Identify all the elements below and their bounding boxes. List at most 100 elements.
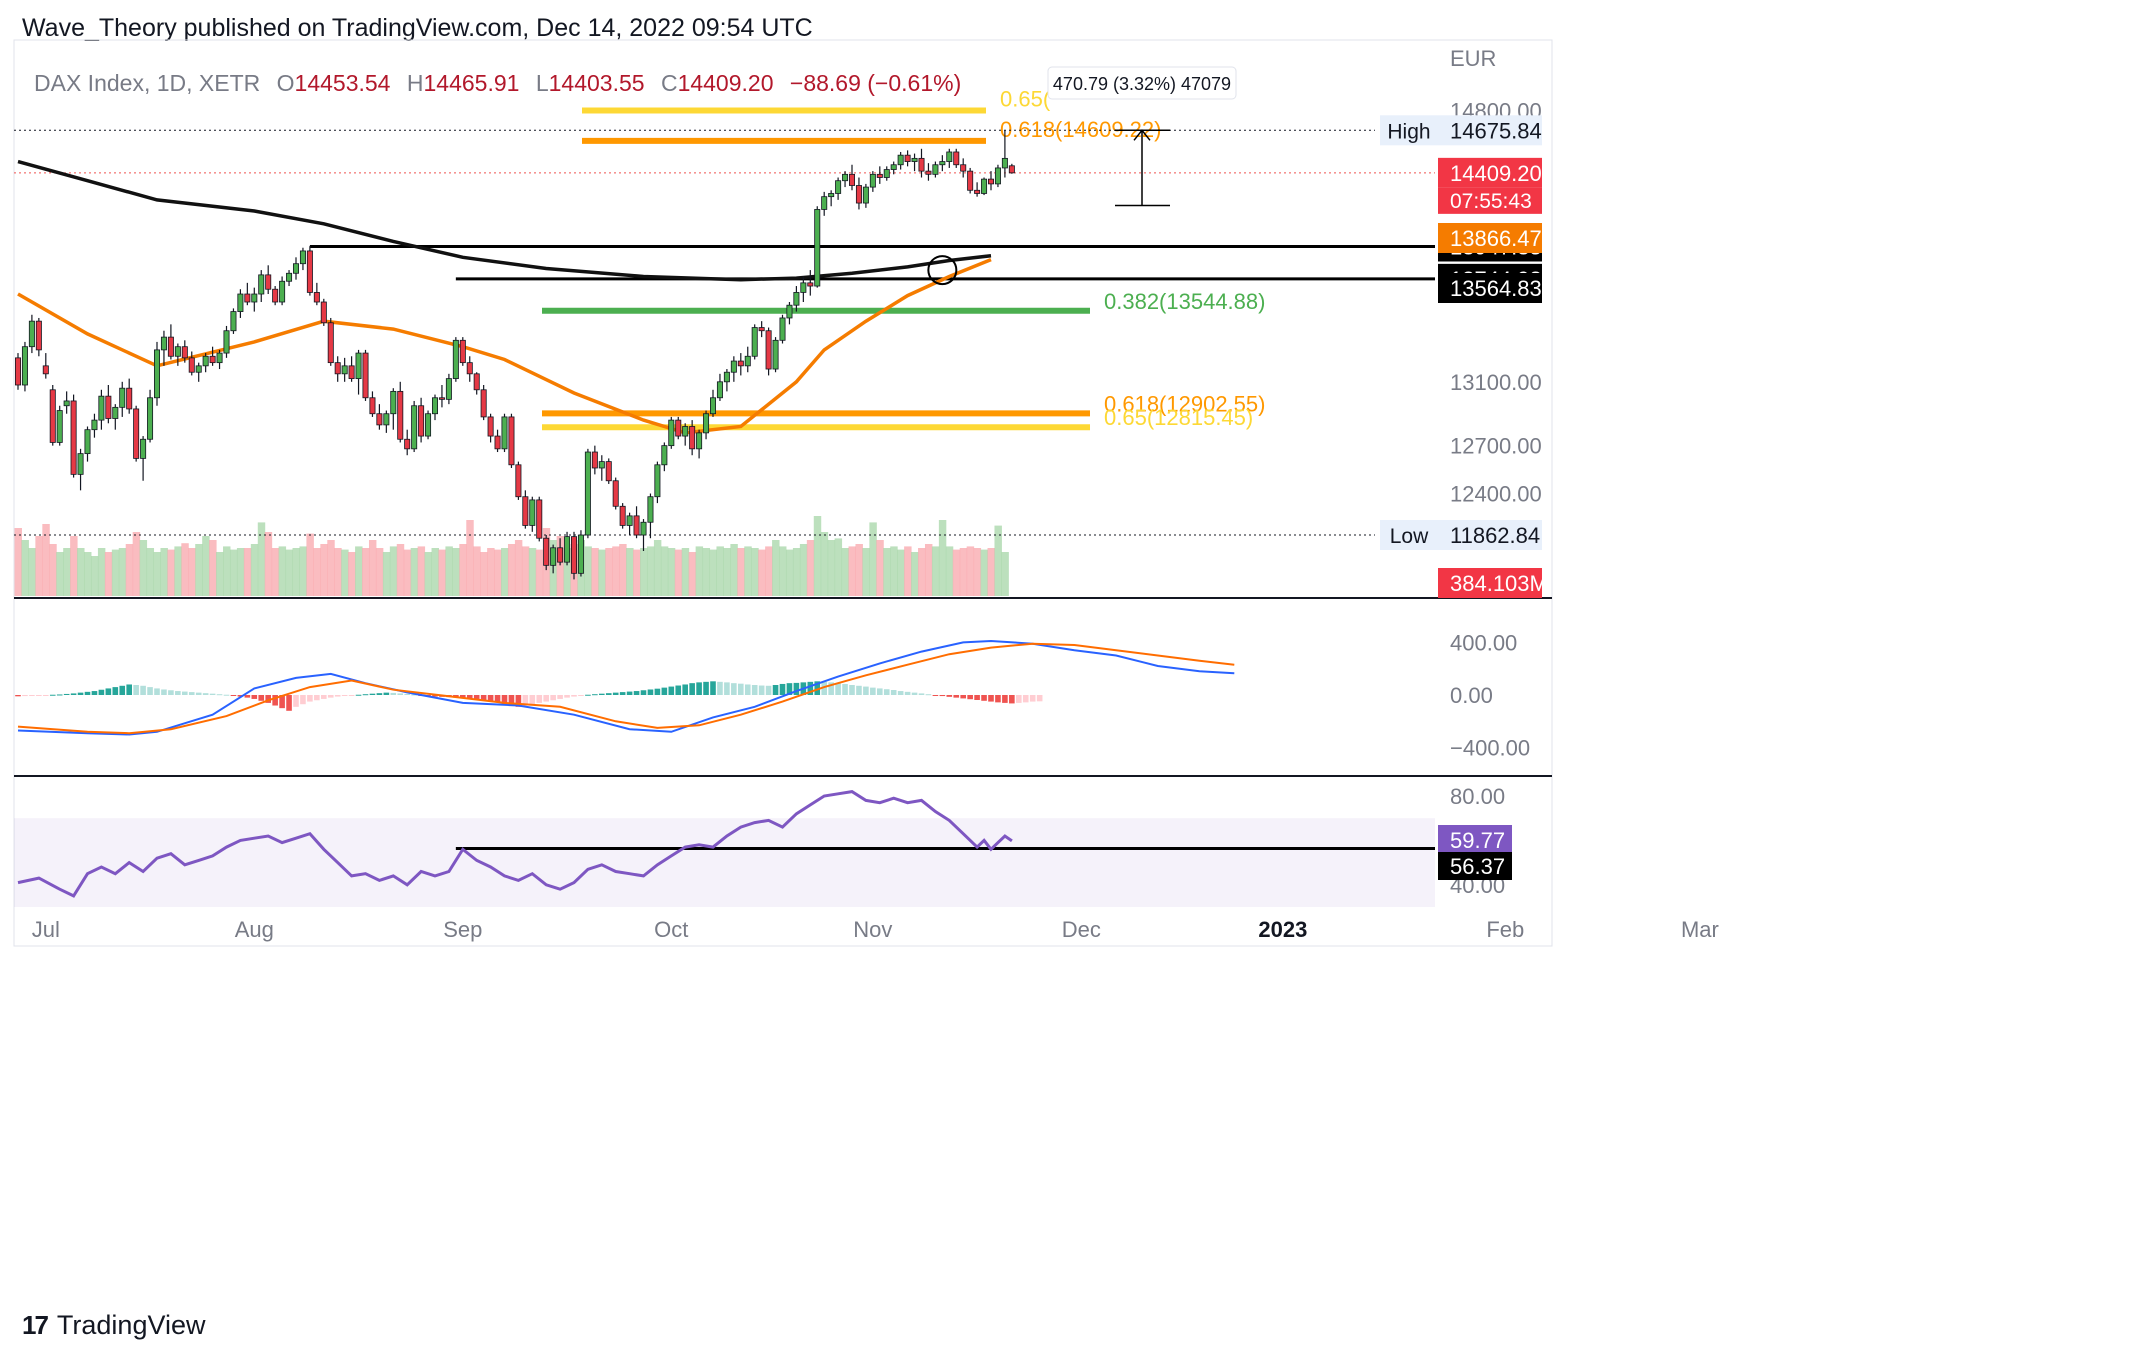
chart-frame [13,39,1553,947]
volume-bar [702,548,711,596]
candle-down [209,355,216,364]
macd-histogram-bar [675,685,682,695]
macd-histogram-bar [265,695,271,703]
volume-bar [355,546,363,596]
macd-histogram-bar [258,695,265,701]
candle-down [487,416,494,437]
high-value: 14675.84 [1450,118,1542,143]
macd-histogram-bar [168,690,174,695]
high-caption: High [1387,120,1430,143]
volume-bar [368,540,377,596]
high-tag[interactable]: High 14675.84 [1380,115,1542,146]
candle-down [70,400,77,475]
macd-histogram-bar [327,695,334,698]
measure-note-box[interactable] [1047,66,1237,100]
candle-up [703,413,710,434]
macd-histogram-bar [480,695,487,701]
candle-up [564,536,571,563]
macd-histogram-bar [654,688,661,695]
candle-up [299,250,306,265]
rsi-tag[interactable]: 59.77 [1438,825,1512,855]
low-tag[interactable]: Low 11862.84 [1380,520,1542,550]
low-caption: Low [1390,525,1429,548]
volume-bar [382,552,391,596]
symbol-title[interactable]: DAX Index, 1D, XETR [34,70,261,96]
rsi-line-tag[interactable]: 56.37 [1438,852,1512,880]
volume-bar [195,544,203,596]
tradingview-brand[interactable]: 17 TradingView [22,1310,206,1341]
volume-bar [862,548,870,596]
macd-histogram-bar [897,691,904,695]
candle-up [223,330,230,354]
volume-bar [535,549,544,596]
candle-up [501,416,508,450]
macd-histogram-bar [321,695,327,699]
volume-bar [785,549,794,596]
price-axis-tick: 12700.00 [1450,434,1542,459]
candle-up [237,293,244,312]
candle-down [438,397,445,400]
close-key: C [660,70,678,96]
time-axis-tick: Feb [1486,917,1524,942]
candle-up [911,157,918,162]
candle-down [188,357,195,373]
candle-up [28,320,35,348]
macd-histogram-bar [661,687,668,695]
volume-bar [445,546,453,596]
volume-bar [758,549,766,596]
ema-value: 13866.47 [1450,226,1542,251]
last-price-tag[interactable]: 14409.20 [1438,157,1542,188]
candle-up [835,180,842,194]
candle-up [862,186,869,204]
volume-bar [737,548,745,596]
volume-bar [229,549,238,596]
candle-up [84,429,91,455]
volume-bar [994,525,1002,596]
volume-bar [223,546,231,596]
candle-up [946,151,953,162]
macd-histogram-bar [362,694,369,696]
candle-down [904,154,911,162]
candle-up [828,193,835,198]
candle-down [522,496,529,526]
volume-bar [952,549,961,596]
volume-bar [375,548,384,596]
macd-line [17,639,1235,736]
lower-tag[interactable]: 13564.83 [1438,273,1542,303]
candle-up [723,371,730,383]
macd-histogram-bar [605,693,612,695]
volume-bar [605,548,613,596]
candle-down [591,451,598,469]
macd-histogram-bar [1029,695,1036,702]
volume-bar [28,548,36,596]
volume-bar [139,540,148,596]
candle-up [550,547,557,566]
candle-down [557,547,564,563]
candle-down [494,435,501,450]
candle-down [265,274,272,290]
macd-histogram-bar [355,694,362,696]
macd-histogram-bar [696,682,702,695]
volume-bar [202,536,210,596]
measure-arrow-icon [1133,129,1151,141]
macd-histogram-bar [751,684,758,695]
macd-histogram-bar [105,688,112,695]
volume-bar [883,548,891,596]
candle-down [960,164,967,172]
time-axis-tick: 2023 [1258,917,1307,942]
candle-up [890,164,897,170]
candle-down [619,505,626,526]
volume-tag[interactable]: 384.103M [1438,568,1548,598]
macd-histogram-bar [133,684,139,695]
macd-histogram-bar [856,685,862,695]
macd-histogram-bar [390,692,397,695]
macd-histogram-bar [765,685,772,695]
volume-bar [716,546,724,596]
candle-down [272,288,279,303]
ema-tag[interactable]: 13866.47 [1438,223,1542,253]
volume-bar [35,536,43,596]
macd-histogram-bar [43,695,49,696]
candle-down [1008,165,1015,174]
volume-bar [514,540,523,596]
